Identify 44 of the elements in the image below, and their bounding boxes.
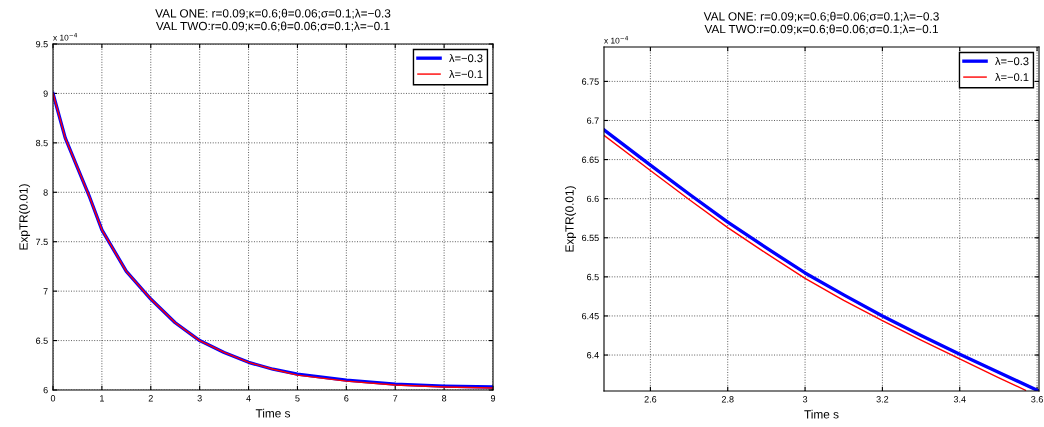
y-tick-label: 6.5 [36,337,48,344]
x-tick-label: 3 [197,395,202,402]
x-tick-label: 3.6 [1031,396,1043,403]
x-tick-label: 3 [802,396,808,403]
chart-title: VAL ONE: r=0.09;κ=0.6;θ=0.06;σ=0.1;λ=−0.3 VAL TWO:r=0.09;κ=0.6;θ=0.06;σ=0.1;λ=−0.1 [703,11,939,35]
y-tick-label: 6.6 [587,195,599,203]
x-tick-label: 3.2 [876,396,889,403]
x-tick-label: 3.4 [953,396,966,403]
y-tick-label: 6 [43,386,48,394]
chart-title: VAL ONE: r=0.09;κ=0.6;θ=0.06;σ=0.1;λ=−0.3 VAL TWO:r=0.09;κ=0.6;θ=0.06;σ=0.1;λ=−0.1 [155,8,391,32]
x-tick-label: 7 [393,395,398,402]
x-tick-label: 4 [246,395,251,402]
x-tick-label: 2.8 [721,396,734,403]
x-axis-title: Time s [804,409,839,419]
y-tick-label: 8 [43,189,48,196]
y-axis-title: ExpTR(0.01) [565,186,577,252]
x-tick-label: 0 [50,395,56,402]
x-tick-label: 8 [441,395,447,402]
y-tick-label: 6.7 [587,117,599,124]
y-tick-label: 7.5 [36,238,48,246]
y-tick-label: 6.55 [582,234,599,242]
x-axis-title: Time s [255,408,291,418]
text: x 10$^{−4}$ [604,36,629,44]
y-tick-label: 6.75 [582,78,599,85]
x-tick-label: 2.6 [644,396,657,403]
y-axis-title: ExpTR(0.01) [19,184,31,250]
legend-label: λ=−0.1 [449,69,483,79]
x-tick-label: 2 [148,395,153,402]
y-tick-label: 6.4 [587,352,599,359]
legend-label: λ=−0.1 [995,72,1029,82]
legend-label: λ=−0.3 [995,57,1029,66]
x-tick-label: 6 [344,395,349,402]
x-tick-label: 1 [100,395,104,402]
text: x 10$^{−4}$ [53,33,78,41]
y-tick-label: 9 [43,90,48,97]
legend-label: λ=−0.3 [449,54,483,63]
x-tick-label: 9 [490,395,496,402]
y-tick-label: 8.5 [35,139,48,147]
x-tick-label: 5 [295,395,300,402]
y-tick-label: 7 [43,288,48,295]
y-tick-label: 6.65 [582,156,599,163]
y-tick-label: 9.5 [36,40,48,48]
y-tick-label: 6.5 [587,273,599,281]
y-tick-label: 6.45 [582,312,599,320]
